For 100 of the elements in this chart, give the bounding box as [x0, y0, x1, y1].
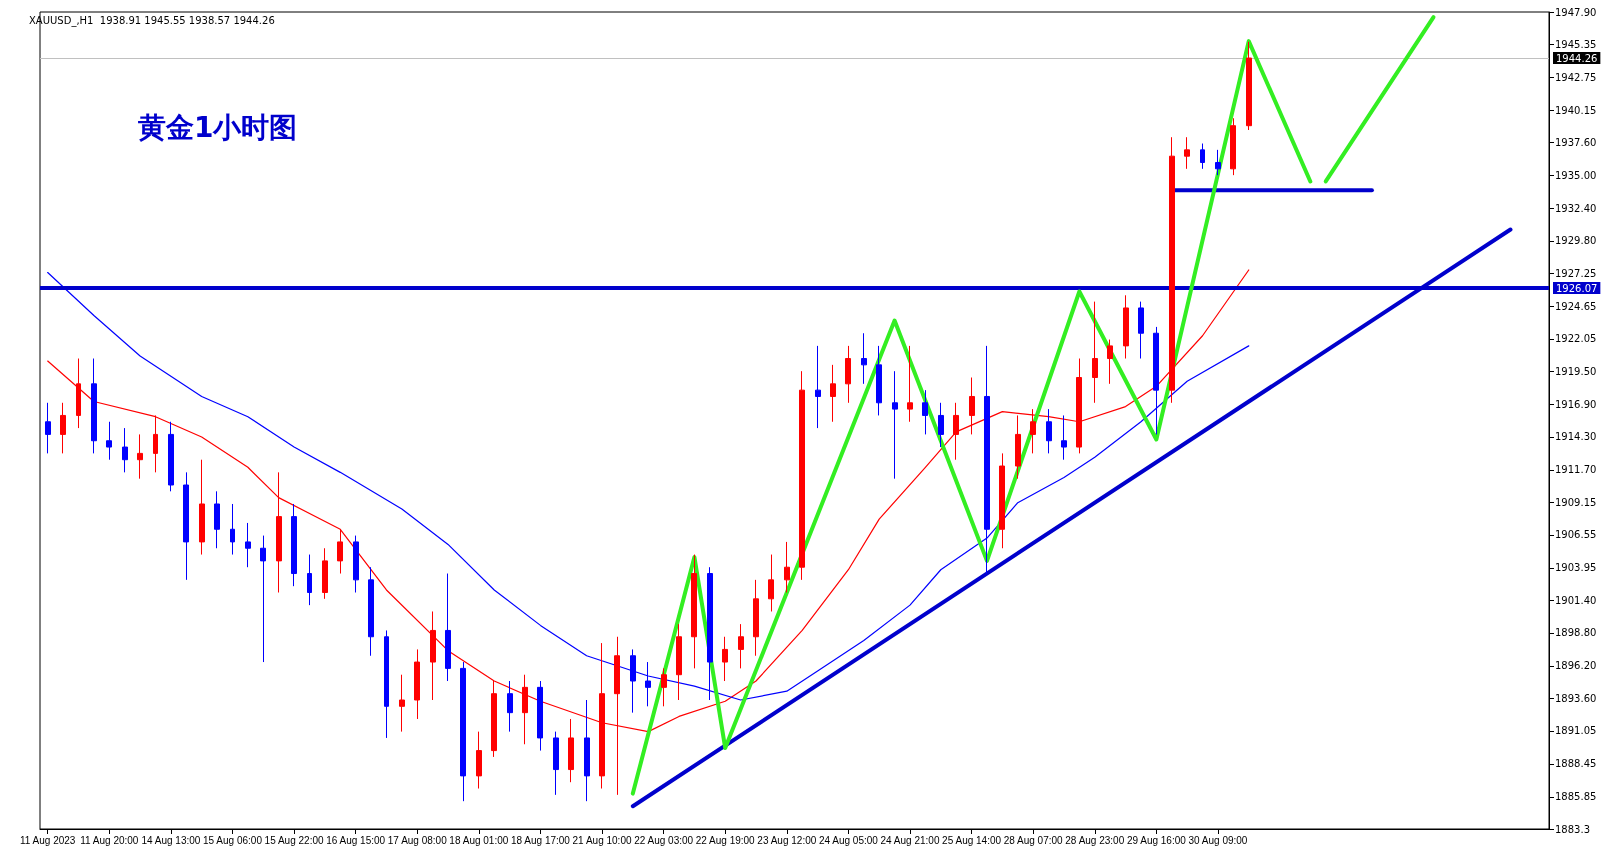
y-tick-label: 1922.05	[1555, 333, 1597, 345]
candlestick	[168, 421, 174, 492]
y-tick-label: 1906.55	[1555, 529, 1597, 541]
candlestick	[1061, 414, 1067, 461]
y-tick-label: 1883.3	[1555, 823, 1590, 835]
y-tick-label: 1911.70	[1555, 464, 1597, 476]
candlestick	[399, 674, 405, 733]
y-tick-label: 1916.90	[1555, 398, 1597, 410]
candlestick	[568, 718, 574, 783]
candlestick	[1184, 136, 1190, 170]
x-tick-label: 15 Aug 22:00	[264, 834, 324, 846]
y-tick-label: 1947.90	[1555, 6, 1597, 18]
y-tick-label: 1896.20	[1555, 660, 1597, 672]
candlestick	[1092, 301, 1098, 404]
candlestick	[1030, 408, 1036, 454]
y-tick-label: 1935.00	[1555, 169, 1597, 181]
candlestick	[784, 541, 790, 593]
candlestick	[553, 731, 559, 796]
text: 黄金1小时图	[137, 110, 298, 144]
y-tick-label: 1898.80	[1555, 627, 1597, 639]
candlestick	[60, 402, 66, 454]
y-tick-label: 1940.15	[1555, 104, 1597, 116]
chart-subtitle: XAUUSD_,H1 1938.91 1945.55 1938.57 1944.26	[29, 14, 275, 27]
candlestick	[153, 414, 158, 473]
x-tick-label: 11 Aug 20:00	[80, 834, 139, 846]
candlestick	[1107, 339, 1113, 385]
candlestick	[861, 332, 867, 385]
candlestick	[953, 402, 959, 461]
y-tick-label: 1893.60	[1555, 693, 1597, 705]
candlestick	[661, 667, 667, 707]
candlestick	[1215, 149, 1221, 176]
candlestick	[984, 345, 990, 575]
candlestick	[106, 421, 112, 461]
candlestick	[230, 503, 235, 556]
y-tick-label: 1927.25	[1555, 267, 1597, 279]
candlestick	[1076, 358, 1082, 454]
candlestick	[1123, 294, 1129, 360]
candlestick	[584, 699, 590, 802]
x-tick-label: 11 Aug 2023	[19, 834, 76, 846]
candlestick	[1046, 408, 1052, 454]
candlestick	[368, 566, 374, 657]
y-tick-label: 1914.30	[1555, 431, 1597, 443]
y-tick-label: 1888.45	[1555, 758, 1597, 770]
x-tick-label: 18 Aug 01:00	[449, 834, 509, 846]
candlestick	[1200, 143, 1205, 170]
x-tick-label: 21 Aug 10:00	[572, 834, 632, 846]
candlestick	[876, 345, 882, 416]
candlestick	[214, 490, 220, 549]
y-tick-label: 1891.05	[1555, 725, 1597, 737]
x-tick-label: 22 Aug 03:00	[634, 834, 694, 846]
candlestick	[507, 680, 513, 733]
candlestick	[738, 623, 744, 669]
candlestick	[337, 528, 343, 575]
candlestick	[260, 535, 266, 663]
candlestick	[476, 731, 482, 790]
x-tick-label: 23 Aug 12:00	[757, 834, 817, 846]
candlestick	[922, 389, 928, 435]
candlestick	[537, 680, 543, 752]
candlestick	[276, 471, 282, 593]
candlestick	[291, 503, 297, 587]
candlestick	[969, 377, 975, 435]
y-tick-label: 1903.95	[1555, 562, 1597, 574]
x-tick-label: 24 Aug 21:00	[880, 834, 940, 846]
ref-line-label: 1926.07	[1556, 282, 1598, 294]
candlestick	[183, 471, 189, 581]
x-tick-label: 16 Aug 15:00	[326, 834, 386, 846]
candlestick	[999, 452, 1005, 549]
x-tick-label: 28 Aug 23:00	[1065, 834, 1125, 846]
x-tick-label: 25 Aug 14:00	[942, 834, 1002, 846]
y-tick-label: 1885.85	[1555, 791, 1597, 803]
candlestick	[76, 358, 81, 429]
candlestick	[892, 370, 898, 480]
x-tick-label: 29 Aug 16:00	[1126, 834, 1187, 846]
y-tick-label: 1942.75	[1555, 71, 1597, 83]
y-tick-label: 1932.40	[1555, 202, 1597, 214]
ref-line-label: 1944.26	[1556, 52, 1598, 64]
candlestick	[45, 402, 51, 454]
candlestick	[830, 364, 836, 423]
candlestick	[91, 358, 97, 454]
candlestick	[384, 629, 389, 739]
candlestick	[307, 554, 312, 606]
y-tick-label: 1924.65	[1555, 300, 1597, 312]
candlestick	[245, 522, 251, 568]
x-tick-label: 18 Aug 17:00	[510, 834, 571, 846]
candlestick	[907, 345, 913, 423]
x-tick-label: 30 Aug 09:00	[1188, 834, 1248, 846]
candlestick	[322, 547, 328, 600]
x-tick-label: 14 Aug 13:00	[141, 834, 201, 846]
candlestick	[460, 661, 466, 802]
candlestick	[1153, 326, 1159, 435]
candlestick	[753, 579, 759, 657]
candlestick	[353, 535, 359, 593]
x-tick-label: 28 Aug 07:00	[1003, 834, 1064, 846]
x-tick-label: 15 Aug 06:00	[203, 834, 263, 846]
candlestick	[445, 573, 451, 682]
candlestick	[137, 433, 143, 480]
y-tick-label: 1929.80	[1555, 235, 1597, 247]
y-tick-label: 1937.60	[1555, 136, 1597, 148]
candlestick	[1138, 301, 1144, 360]
y-tick-label: 1919.50	[1555, 365, 1597, 377]
